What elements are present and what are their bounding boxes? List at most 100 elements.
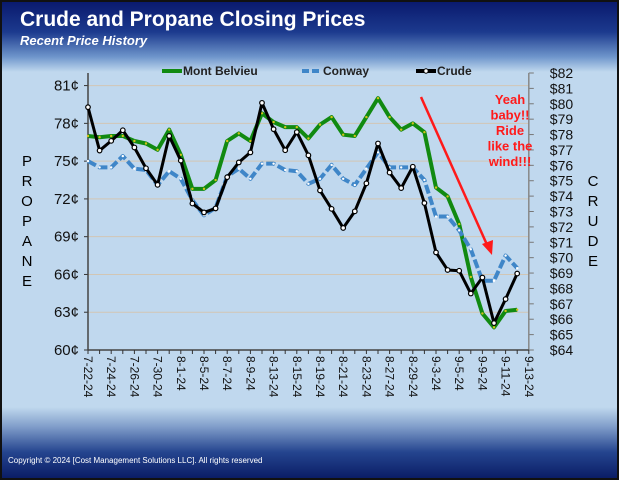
axis-label-letter: D <box>587 233 599 250</box>
right-tick-label: $64 <box>550 342 574 358</box>
data-point <box>86 134 90 138</box>
x-tick-label: 9-3-24 <box>429 356 443 391</box>
right-tick-label: $75 <box>550 173 574 189</box>
annotation-arrow <box>419 96 490 248</box>
data-point <box>342 177 345 180</box>
data-point <box>284 168 287 172</box>
data-point <box>504 254 507 257</box>
right-tick-label: $79 <box>550 111 574 127</box>
x-tick-label: 8-13-24 <box>267 356 281 398</box>
data-point <box>491 320 497 326</box>
data-point <box>388 115 391 119</box>
data-point <box>282 147 289 154</box>
x-tick-label: 8-7-24 <box>220 356 234 391</box>
right-tick-label: $74 <box>550 188 574 204</box>
data-point <box>411 122 414 125</box>
legend-item: Mont Belvieu <box>162 64 258 78</box>
data-point <box>365 115 368 119</box>
data-point <box>340 225 347 231</box>
data-point <box>446 195 449 198</box>
data-point <box>492 326 496 329</box>
right-tick-label: $80 <box>550 96 574 112</box>
data-point <box>458 229 461 232</box>
right-tick-label: $73 <box>550 204 574 220</box>
data-point <box>133 139 136 143</box>
data-point <box>179 153 182 157</box>
data-point <box>226 139 229 143</box>
data-point <box>272 162 275 165</box>
right-tick-label: $81 <box>550 80 574 96</box>
data-point <box>467 290 474 297</box>
copyright-footer: Copyright © 2024 [Cost Management Soluti… <box>8 456 263 465</box>
data-point <box>86 159 90 163</box>
data-point <box>469 248 472 251</box>
data-point <box>247 149 254 156</box>
x-tick-label: 8-21-24 <box>336 356 350 398</box>
data-point <box>156 148 159 152</box>
x-tick-label: 9-5-24 <box>452 356 466 391</box>
legend-label: Crude <box>437 64 472 78</box>
data-point <box>516 266 519 270</box>
x-tick-label: 9-9-24 <box>475 356 489 391</box>
data-point <box>237 132 240 135</box>
data-point <box>144 142 148 145</box>
data-point <box>409 163 416 170</box>
data-point <box>295 125 298 129</box>
data-point <box>212 205 219 212</box>
data-point <box>446 215 449 218</box>
data-point <box>168 128 171 131</box>
data-point <box>400 128 403 131</box>
data-point <box>423 178 426 182</box>
data-point <box>189 200 196 207</box>
left-tick-label: 81¢ <box>54 78 79 95</box>
x-tick-label: 8-5-24 <box>197 356 211 391</box>
series-mont-belvieu <box>86 96 519 330</box>
data-point <box>214 178 217 182</box>
right-tick-label: $70 <box>550 250 574 266</box>
data-point <box>365 167 368 170</box>
chart-subtitle: Recent Price History <box>20 33 148 48</box>
left-tick-label: 72¢ <box>54 191 79 208</box>
axis-label-letter: E <box>587 253 598 270</box>
legend-item: Conway <box>302 64 369 78</box>
data-point <box>318 177 322 180</box>
data-point <box>342 133 345 136</box>
legend-label: Conway <box>323 64 369 78</box>
right-tick-label: $77 <box>550 142 574 158</box>
left-tick-label: 60¢ <box>54 342 79 359</box>
data-point <box>121 154 125 158</box>
right-tick-label: $72 <box>550 219 574 235</box>
data-point <box>444 267 451 273</box>
right-tick-label: $71 <box>550 234 574 250</box>
data-point <box>307 137 310 140</box>
annotation-text: Ride <box>496 123 524 138</box>
axis-label-letter: P <box>21 153 32 170</box>
series-line <box>87 150 519 283</box>
data-point <box>272 120 275 124</box>
data-point <box>201 209 207 216</box>
left-tick-label: 69¢ <box>54 229 79 246</box>
axis-label-letter: C <box>587 173 599 190</box>
data-point <box>293 129 300 135</box>
right-tick-label: $82 <box>550 65 574 81</box>
series-line <box>87 96 518 330</box>
data-point <box>330 115 333 119</box>
data-point <box>423 130 426 134</box>
x-tick-label: 8-27-24 <box>383 356 397 398</box>
annotation-text: wind!!! <box>488 154 532 169</box>
right-tick-label: $65 <box>550 327 574 343</box>
data-point <box>456 267 463 274</box>
data-point <box>318 123 322 126</box>
data-point <box>259 99 265 106</box>
left-tick-label: 75¢ <box>54 153 79 170</box>
data-point <box>398 185 405 192</box>
right-tick-label: $66 <box>550 311 574 327</box>
data-point <box>85 104 91 111</box>
axis-label-letter: U <box>587 213 599 230</box>
data-point <box>108 137 115 144</box>
left-tick-label: 66¢ <box>54 266 79 283</box>
data-point <box>514 270 521 277</box>
data-point <box>386 169 393 176</box>
right-tick-label: $76 <box>550 157 574 173</box>
